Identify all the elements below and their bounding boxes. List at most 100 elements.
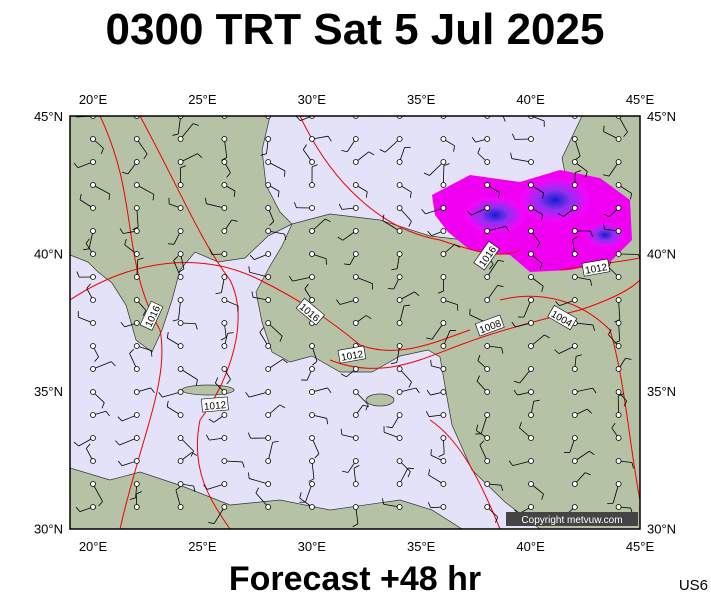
- barb-staff: [255, 492, 269, 508]
- barb-station: [528, 159, 534, 165]
- barb-station: [571, 481, 578, 487]
- barb-flag: [603, 174, 610, 177]
- barb-flag: [519, 421, 522, 428]
- barb-station: [396, 159, 403, 165]
- barb-station: [352, 481, 359, 487]
- barb-flag: [233, 190, 236, 197]
- barb-flag: [215, 377, 219, 384]
- barb-station: [484, 412, 491, 418]
- barb-station: [615, 182, 622, 188]
- barb-flag: [541, 214, 543, 221]
- lon-label: 25°E: [188, 539, 217, 554]
- lon-label: 35°E: [407, 92, 436, 107]
- barb-station: [440, 159, 447, 165]
- isobar: [99, 116, 163, 529]
- barb-flag: [365, 404, 369, 411]
- land-balkans: [70, 116, 293, 353]
- isobar-label-text: 1012: [584, 262, 608, 277]
- barb-station: [615, 389, 622, 395]
- barb-station: [352, 159, 359, 165]
- lat-label: 30°N: [34, 522, 63, 537]
- barb-station: [133, 205, 140, 211]
- barb-flag: [443, 163, 450, 166]
- barb-staff: [384, 138, 400, 153]
- barb-flag: [476, 375, 480, 382]
- barb-station: [133, 136, 140, 142]
- barb-station: [396, 320, 403, 326]
- lon-label: 20°E: [79, 92, 108, 107]
- barb-staff: [92, 184, 110, 195]
- barb-staff: [574, 138, 581, 157]
- barb-staff: [311, 460, 315, 479]
- barb-staff: [399, 207, 412, 222]
- barb-station: [309, 504, 315, 510]
- barb-station: [396, 297, 403, 303]
- barb-station: [571, 251, 578, 257]
- barb-staff: [479, 444, 488, 462]
- barb-flag: [555, 300, 560, 307]
- lat-label: 35°N: [647, 384, 676, 399]
- barb-flag: [308, 478, 315, 482]
- barb-flag: [98, 501, 103, 507]
- barb-station: [484, 205, 491, 211]
- lat-label: 40°N: [34, 247, 63, 262]
- barb-station: [396, 435, 403, 441]
- barb-station: [396, 343, 403, 349]
- barb-flag: [265, 96, 270, 99]
- barb-station: [221, 297, 228, 303]
- lon-label: 35°E: [407, 539, 436, 554]
- isobar-label-box: [581, 258, 611, 277]
- barb-station: [177, 458, 184, 464]
- lat-label: 30°N: [647, 522, 676, 537]
- barb-staff: [136, 184, 155, 195]
- barb-station: [90, 435, 96, 441]
- barb-station: [571, 205, 578, 211]
- barb-flag: [340, 428, 343, 435]
- rain-core: [585, 223, 625, 247]
- barb-station: [309, 136, 315, 142]
- barb-station: [396, 481, 403, 487]
- barb-staff: [267, 359, 283, 370]
- barb-flag: [175, 486, 181, 491]
- isobar-label: 1012: [581, 258, 611, 277]
- barb-station: [309, 366, 315, 372]
- barb-flag: [542, 192, 544, 199]
- isobar-label-box: [475, 314, 505, 337]
- barb-staff: [180, 153, 198, 163]
- isobar-label: 1012: [337, 345, 367, 364]
- model-code: US6: [679, 577, 708, 594]
- barb-station: [133, 481, 140, 487]
- barb-station: [177, 320, 184, 326]
- isobar-label-text: 1012: [340, 349, 364, 364]
- barb-flag: [508, 460, 513, 466]
- barb-station: [571, 504, 578, 510]
- barb-station: [221, 412, 228, 418]
- barb-staff: [574, 387, 593, 393]
- barb-staff: [180, 123, 194, 140]
- barb-flag: [511, 321, 516, 328]
- barb-flag: [390, 362, 397, 365]
- land-cyprus: [365, 393, 395, 407]
- barb-flag: [208, 418, 215, 423]
- map-area: Copyright metvuw.com: [70, 96, 640, 529]
- map-frame: [69, 115, 641, 530]
- barb-flag: [105, 411, 110, 417]
- barb-flag: [111, 361, 116, 367]
- barb-station: [615, 343, 622, 349]
- barb-staff: [249, 391, 269, 398]
- lon-label: 30°E: [298, 92, 327, 107]
- barb-station: [265, 458, 272, 464]
- isobar: [499, 295, 640, 501]
- barb-station: [396, 136, 403, 142]
- barb-flag: [195, 323, 198, 330]
- barb-station: [440, 182, 447, 188]
- barb-station: [615, 136, 622, 142]
- barb-station: [265, 205, 272, 211]
- barb-flag: [76, 271, 80, 278]
- barb-flag: [352, 523, 359, 528]
- barb-flag: [73, 441, 79, 447]
- barb-flag: [259, 327, 264, 333]
- barb-flag: [295, 116, 301, 121]
- barb-station: [571, 366, 578, 372]
